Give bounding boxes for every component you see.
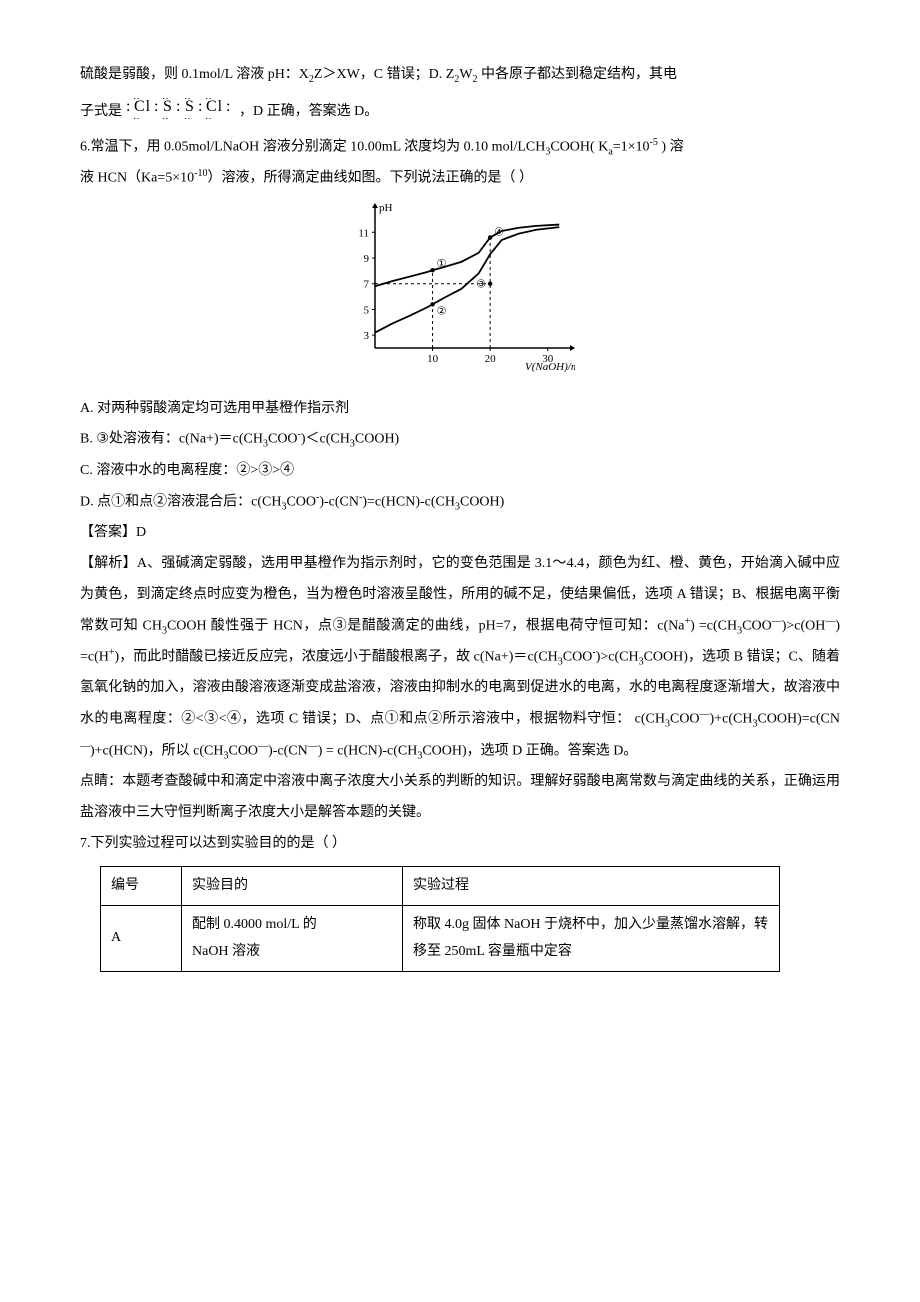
text: COO — [670, 712, 700, 727]
svg-text:④: ④ — [494, 226, 504, 238]
superscript: — — [772, 616, 782, 627]
text: Z＞XW，C 错误；D. Z — [314, 67, 454, 82]
option-a: A. 对两种弱酸滴定均可选用甲基橙作指示剂 — [80, 394, 840, 425]
text: ，D 正确，答案选 D。 — [239, 104, 378, 119]
answer-6: 【答案】D — [80, 518, 840, 549]
text: COO — [286, 494, 316, 509]
superscript: — — [80, 741, 90, 752]
option-c: C. 溶液中水的电离程度：②>③>④ — [80, 456, 840, 487]
text: )>c(OH — [782, 618, 826, 633]
text: )＜c(CH — [301, 432, 350, 447]
svg-text:‥: ‥ — [205, 111, 213, 119]
svg-text:7: 7 — [364, 279, 370, 291]
text: ）溶液，所得滴定曲线如图。下列说法正确的是（ ） — [208, 171, 534, 186]
svg-text:‥: ‥ — [184, 111, 192, 119]
text: NaOH 溶液 — [192, 944, 260, 959]
table-row: A 配制 0.4000 mol/L 的 NaOH 溶液 称取 4.0g 固体 N… — [101, 906, 780, 972]
text: COO — [563, 650, 593, 665]
text: ) 溶 — [658, 140, 684, 155]
svg-text:3: 3 — [364, 330, 370, 342]
question-6-stem-2: 液 HCN（Ka=5×10-10）溶液，所得滴定曲线如图。下列说法正确的是（ ） — [80, 163, 840, 194]
svg-text:20: 20 — [485, 353, 497, 365]
svg-text:11: 11 — [358, 227, 369, 239]
dianjing: 点睛：本题考查酸碱中和滴定中溶液中离子浓度大小关系的判断的知识。理解好弱酸电离常… — [80, 767, 840, 829]
text: COOH 酸性强于 HCN，点③是醋酸滴定的曲线，pH=7，根据电荷守恒可知：c… — [167, 618, 685, 633]
table-cell-proc: 称取 4.0g 固体 NaOH 于烧杯中，加入少量蒸馏水溶解，转移至 250mL… — [403, 906, 780, 972]
paragraph-prev-d: 硫酸是弱酸，则 0.1mol/L 溶液 pH：X2Z＞XW，C 错误；D. Z2… — [80, 60, 840, 91]
text: )=c(HCN)-c(CH — [362, 494, 455, 509]
text: )-c(CN — [319, 494, 359, 509]
question-6-stem: 6.常温下，用 0.05mol/LNaOH 溶液分别滴定 10.00mL 浓度均… — [80, 132, 840, 163]
text: =1×10 — [613, 140, 650, 155]
svg-text:V(NaOH)/mL: V(NaOH)/mL — [525, 361, 575, 373]
text: ) = c(HCN)-c(CH — [318, 743, 418, 758]
superscript: — — [258, 741, 268, 752]
svg-text:‥: ‥ — [162, 111, 170, 119]
text: COO — [742, 618, 772, 633]
text: COOH)=c(CN — [757, 712, 840, 727]
text: B. ③处溶液有：c(Na+)＝c(CH — [80, 432, 263, 447]
svg-text:①: ① — [437, 258, 447, 270]
svg-text::: : — [226, 98, 231, 115]
text: COOH) — [460, 494, 504, 509]
svg-text:‥: ‥ — [133, 111, 141, 119]
svg-text::: : — [176, 98, 181, 115]
text: )>c(CH — [596, 650, 639, 665]
option-b: B. ③处溶液有：c(Na+)＝c(CH3COO-)＜c(CH3COOH) — [80, 424, 840, 455]
table-cell-id: A — [101, 906, 182, 972]
text: COOH( K — [550, 140, 608, 155]
text: COO — [228, 743, 258, 758]
text: W — [459, 67, 472, 82]
text: )+c(CH — [710, 712, 753, 727]
text: )+c(HCN)，所以 c(CH — [90, 743, 223, 758]
svg-text::: : — [154, 98, 159, 115]
superscript: -10 — [194, 168, 207, 179]
experiment-table: 编号 实验目的 实验过程 A 配制 0.4000 mol/L 的 NaOH 溶液… — [100, 866, 780, 973]
text: ) =c(CH — [690, 618, 737, 633]
text: 6.常温下，用 0.05mol/LNaOH 溶液分别滴定 10.00mL 浓度均… — [80, 140, 545, 155]
paragraph-lewis: 子式是 : ‥ Cl ‥ : ‥ S ‥ : ‥ S ‥ : ‥ Cl ‥ : … — [80, 91, 840, 132]
text: 子式是 — [80, 104, 122, 119]
table-header: 实验过程 — [403, 866, 780, 906]
lewis-structure: : ‥ Cl ‥ : ‥ S ‥ : ‥ S ‥ : ‥ Cl ‥ : — [126, 91, 236, 132]
superscript: -5 — [650, 137, 658, 148]
superscript: — — [700, 709, 710, 720]
option-d: D. 点①和点②溶液混合后：c(CH3COO-)-c(CN-)=c(HCN)-c… — [80, 487, 840, 518]
text: COO — [268, 432, 298, 447]
svg-text:②: ② — [437, 305, 447, 317]
svg-text::: : — [126, 98, 131, 115]
table-header: 实验目的 — [182, 866, 403, 906]
question-7-stem: 7.下列实验过程可以达到实验目的的是（ ） — [80, 829, 840, 860]
text: D. 点①和点②溶液混合后：c(CH — [80, 494, 281, 509]
svg-text::: : — [198, 98, 203, 115]
explanation-6: 【解析】A、强碱滴定弱酸，选用甲基橙作为指示剂时，它的变色范围是 3.1～4.4… — [80, 549, 840, 767]
text: 中各原子都达到稳定结构，其电 — [478, 67, 678, 82]
superscript: — — [825, 616, 835, 627]
titration-chart: 357911102030①②③④pHV(NaOH)/mL — [80, 203, 840, 386]
table-header-row: 编号 实验目的 实验过程 — [101, 866, 780, 906]
text: COOH)，选项 D 正确。答案选 D。 — [422, 743, 637, 758]
text: COOH) — [355, 432, 399, 447]
text: )，而此时醋酸已接近反应完，浓度远小于醋酸根离子，故 c(Na+)＝c(CH — [115, 650, 558, 665]
svg-text:9: 9 — [364, 253, 370, 265]
svg-text:③: ③ — [476, 279, 486, 291]
text: )-c(CN — [268, 743, 308, 758]
text: 液 HCN（Ka=5×10 — [80, 171, 194, 186]
svg-text:5: 5 — [364, 304, 370, 316]
table-header: 编号 — [101, 866, 182, 906]
superscript: — — [308, 741, 318, 752]
table-cell-purpose: 配制 0.4000 mol/L 的 NaOH 溶液 — [182, 906, 403, 972]
svg-text:pH: pH — [379, 203, 393, 214]
text: 硫酸是弱酸，则 0.1mol/L 溶液 pH：X — [80, 67, 309, 82]
text: 配制 0.4000 mol/L 的 — [192, 917, 317, 932]
svg-text:10: 10 — [427, 353, 439, 365]
